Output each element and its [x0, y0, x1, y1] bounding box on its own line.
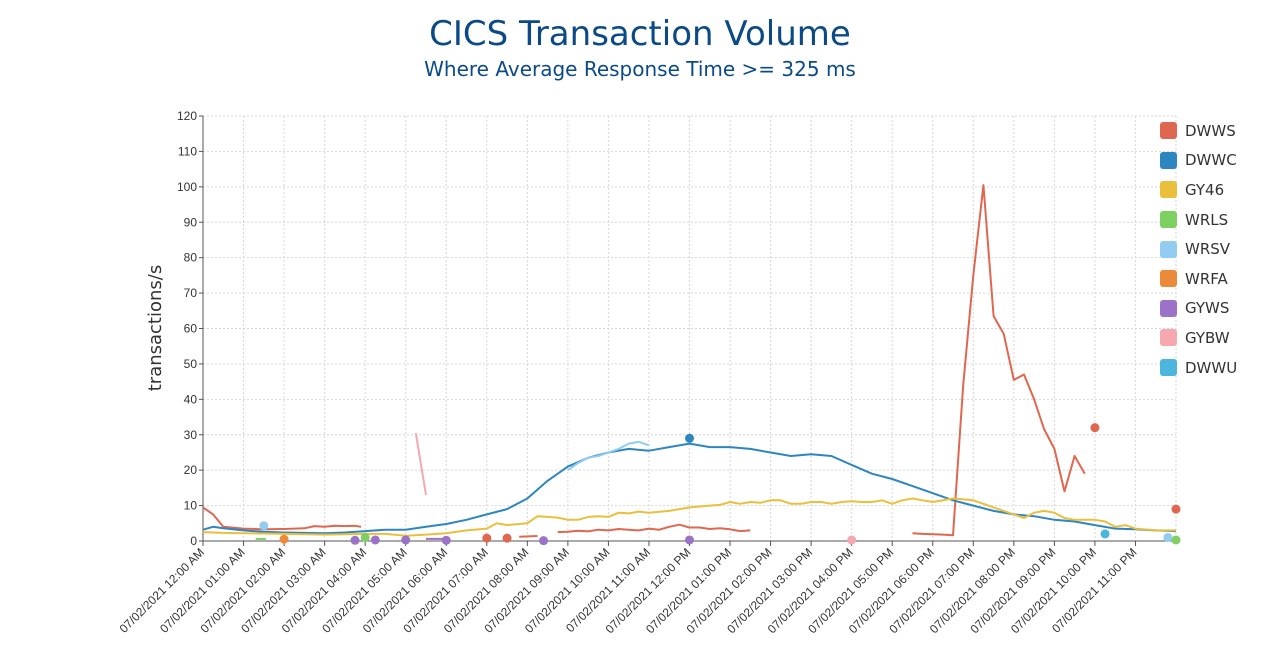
y-tick-label: 90 — [184, 215, 198, 229]
legend-swatch — [1160, 181, 1177, 199]
data-point-dwws[interactable] — [1171, 504, 1181, 514]
series-line-dwws[interactable] — [557, 523, 751, 534]
y-tick-label: 120 — [177, 109, 197, 123]
legend-item-dwwc[interactable]: DWWC — [1160, 146, 1272, 176]
grid — [203, 115, 1177, 542]
legend-label: DWWU — [1185, 358, 1238, 377]
y-tick-label: 60 — [184, 322, 198, 336]
data-point-gyws[interactable] — [685, 535, 694, 545]
data-point-dwws[interactable] — [1090, 423, 1100, 433]
data-point-wrsv[interactable] — [1163, 532, 1173, 542]
data-point-dwws[interactable] — [482, 533, 492, 543]
data-point-dwwc[interactable] — [685, 433, 694, 443]
legend-item-wrsv[interactable]: WRSV — [1160, 234, 1272, 264]
legend-label: WRSV — [1185, 240, 1231, 259]
data-point-dwwu[interactable] — [1100, 529, 1110, 539]
legend-swatch — [1160, 151, 1177, 169]
series-wrfa — [279, 534, 289, 544]
data-point-wrls[interactable] — [360, 532, 370, 542]
y-tick-label: 30 — [184, 428, 198, 442]
y-tick-label: 10 — [184, 499, 198, 513]
legend-label: WRFA — [1185, 269, 1228, 288]
y-tick-label: 50 — [184, 357, 198, 371]
legend-item-gybw[interactable]: GYBW — [1160, 323, 1272, 353]
legend-item-wrls[interactable]: WRLS — [1160, 205, 1272, 235]
data-point-gyws[interactable] — [401, 535, 411, 545]
series-line-wrsv[interactable] — [567, 440, 650, 472]
legend-label: GYWS — [1185, 299, 1230, 318]
series-gyws — [350, 535, 694, 546]
legend-item-wrfa[interactable]: WRFA — [1160, 264, 1272, 294]
series-line-gy46[interactable] — [202, 497, 1176, 537]
series-line-dwws[interactable] — [202, 506, 362, 531]
legend-label: DWWS — [1185, 121, 1236, 140]
data-point-gyws[interactable] — [350, 535, 360, 545]
series-wrls — [255, 532, 1181, 545]
series-group — [202, 184, 1181, 546]
y-tick-label: 70 — [184, 286, 198, 300]
data-point-gyws[interactable] — [441, 535, 451, 545]
series-line-dwws[interactable] — [912, 184, 1086, 537]
series-line-dwws[interactable] — [519, 535, 538, 538]
legend-swatch — [1160, 359, 1177, 377]
y-tick-label: 100 — [177, 180, 197, 194]
series-wrsv — [259, 440, 1173, 542]
series-gybw — [414, 432, 857, 545]
series-line-gybw[interactable] — [414, 432, 427, 496]
legend-label: GYBW — [1185, 328, 1230, 347]
series-dwws — [202, 184, 1181, 543]
data-point-wrfa[interactable] — [279, 534, 289, 544]
y-tick-label: 80 — [184, 251, 198, 265]
y-tick-label: 40 — [184, 392, 198, 406]
data-point-wrls[interactable] — [1171, 535, 1181, 545]
series-gy46 — [202, 497, 1176, 537]
data-point-gybw[interactable] — [847, 535, 857, 545]
legend-label: GY46 — [1185, 180, 1225, 199]
y-tick-label: 0 — [190, 534, 197, 548]
legend-swatch — [1160, 329, 1177, 347]
chart-title: CICS Transaction Volume — [429, 14, 851, 54]
chart-subtitle: Where Average Response Time >= 325 ms — [424, 57, 856, 81]
legend-swatch — [1160, 122, 1177, 140]
data-point-gyws[interactable] — [370, 535, 380, 545]
y-axis-title: transactions/s — [145, 265, 166, 392]
data-point-wrsv[interactable] — [259, 521, 269, 531]
legend-swatch — [1160, 240, 1177, 258]
legend-swatch — [1160, 270, 1177, 288]
legend-label: WRLS — [1185, 210, 1229, 229]
legend-item-gyws[interactable]: GYWS — [1160, 294, 1272, 324]
legend-item-gy46[interactable]: GY46 — [1160, 175, 1272, 205]
legend-item-dwwu[interactable]: DWWU — [1160, 353, 1272, 383]
series-dwwu — [1100, 529, 1110, 539]
legend-item-dwws[interactable]: DWWS — [1160, 116, 1272, 146]
legend: DWWS DWWC GY46 WRLS WRSV WRFA GYWS GYBW DWWU — [1160, 116, 1272, 382]
y-tick-label: 20 — [184, 463, 198, 477]
legend-label: DWWC — [1185, 151, 1237, 170]
legend-swatch — [1160, 299, 1177, 317]
data-point-dwws[interactable] — [502, 533, 512, 543]
data-point-gyws[interactable] — [539, 536, 549, 546]
y-tick-label: 110 — [178, 144, 197, 158]
legend-swatch — [1160, 211, 1177, 229]
